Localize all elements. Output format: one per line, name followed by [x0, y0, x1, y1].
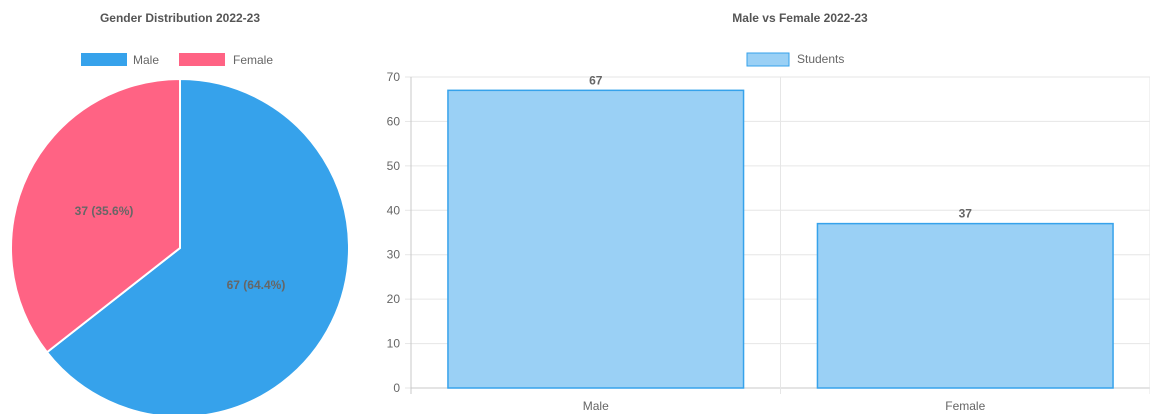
- bar-data-labels: 67 37: [589, 73, 972, 220]
- legend-swatch-male[interactable]: [81, 53, 127, 66]
- x-axis-ticks: Male Female: [583, 399, 986, 413]
- bar-chart: Male vs Female 2022-23 Students 0 10 20 30 4…: [387, 11, 1150, 413]
- legend-swatch-students[interactable]: [746, 52, 790, 67]
- legend-label-male[interactable]: Male: [133, 53, 159, 67]
- y-tick-label: 70: [387, 70, 401, 84]
- pie-slice-label-female: 37 (35.6%): [75, 204, 134, 218]
- y-tick-label: 10: [387, 337, 401, 351]
- pie-slice-male[interactable]: [45, 77, 350, 418]
- bars: [447, 89, 1114, 389]
- pie-legend: Male Female: [81, 53, 273, 67]
- legend-label-female[interactable]: Female: [233, 53, 273, 67]
- pie-chart-title: Gender Distribution 2022-23: [100, 11, 260, 25]
- legend-swatch-female[interactable]: [179, 53, 225, 66]
- y-axis-ticks: 0 10 20 30 40 50 60 70: [387, 70, 401, 395]
- bar-female[interactable]: [816, 222, 1114, 389]
- y-tick-label: 40: [387, 203, 401, 217]
- y-tick-label: 20: [387, 292, 401, 306]
- y-tick-label: 0: [393, 381, 400, 395]
- pie-slice-female[interactable]: [10, 77, 181, 354]
- x-tick-label-female: Female: [945, 399, 985, 413]
- bar-data-label-female: 37: [959, 207, 973, 221]
- pie-slice-label-male: 67 (64.4%): [227, 278, 286, 292]
- y-tick-label: 60: [387, 114, 401, 128]
- pie-slice-labels: 67 (64.4%) 37 (35.6%): [75, 204, 286, 292]
- pie-slices: [10, 77, 350, 418]
- x-tick-label-male: Male: [583, 399, 609, 413]
- bar-chart-title: Male vs Female 2022-23: [732, 11, 868, 25]
- legend-label-students[interactable]: Students: [797, 52, 844, 66]
- y-tick-label: 30: [387, 248, 401, 262]
- bar-legend: Students: [746, 52, 844, 67]
- bar-male[interactable]: [447, 89, 745, 389]
- y-tick-label: 50: [387, 159, 401, 173]
- pie-chart: Gender Distribution 2022-23 Male Female …: [10, 11, 350, 418]
- bar-data-label-male: 67: [589, 73, 603, 87]
